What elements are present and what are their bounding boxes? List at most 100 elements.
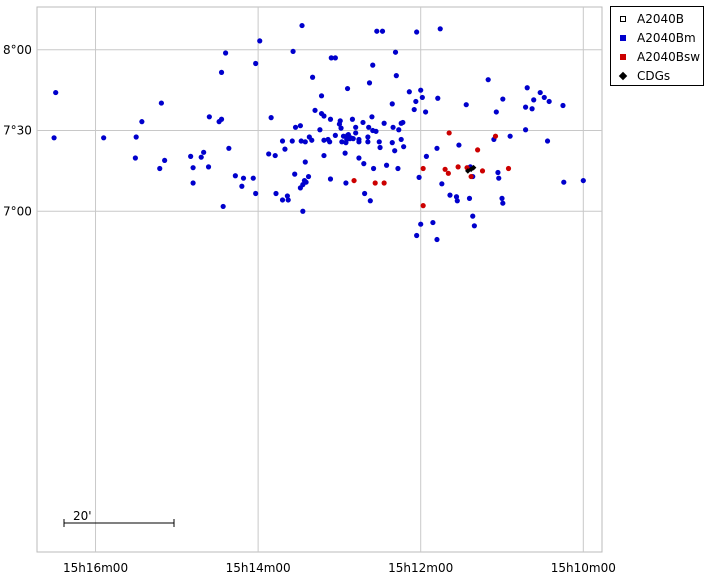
- data-point-a2040bm: [232, 173, 238, 179]
- y-tick-label: 7°00: [3, 204, 32, 218]
- data-point-a2040bm: [390, 124, 396, 130]
- data-point-a2040bsw: [351, 177, 357, 184]
- y-tick-label: 7°30: [3, 124, 32, 138]
- data-point-a2040bm: [454, 198, 460, 204]
- data-point-a2040bm: [522, 127, 529, 133]
- data-point-a2040bm: [447, 192, 453, 198]
- data-point-a2040bm: [470, 213, 476, 219]
- data-point-a2040bm: [418, 221, 424, 227]
- data-point-a2040bm: [383, 162, 390, 168]
- data-point-a2040bm: [541, 94, 547, 101]
- data-point-a2040bm: [282, 146, 288, 152]
- data-point-a2040bm: [414, 29, 420, 35]
- data-point-a2040bm: [240, 175, 247, 181]
- data-point-a2040bsw: [455, 164, 461, 170]
- data-point-a2040bm: [366, 124, 372, 130]
- open-square-icon: [620, 16, 626, 22]
- data-point-a2040bsw: [475, 147, 481, 153]
- data-point-a2040bm: [365, 139, 371, 145]
- legend-item: A2040Bsw: [611, 48, 703, 66]
- data-point-a2040bm: [580, 177, 586, 184]
- legend: A2040B A2040Bm A2040Bsw CDGs: [610, 6, 704, 86]
- data-point-a2040bm: [370, 165, 377, 172]
- data-point-a2040bm: [279, 197, 286, 203]
- data-point-a2040bm: [353, 124, 359, 130]
- data-point-a2040bsw: [420, 165, 426, 172]
- data-point-a2040bm: [327, 116, 334, 122]
- data-point-a2040bm: [466, 195, 473, 201]
- data-point-a2040bm: [381, 120, 387, 126]
- data-point-a2040bm: [289, 138, 295, 144]
- data-point-a2040bm: [422, 109, 429, 115]
- data-point-a2040bm: [300, 208, 306, 214]
- data-point-a2040bm: [325, 136, 331, 143]
- data-point-a2040bm: [302, 139, 308, 145]
- data-point-a2040bm: [206, 114, 212, 120]
- data-point-a2040bm: [198, 154, 204, 160]
- data-point-a2040bm: [423, 153, 430, 159]
- data-point-a2040bm: [356, 139, 362, 145]
- data-point-a2040bm: [344, 132, 351, 138]
- data-point-a2040bm: [453, 194, 460, 200]
- y-tick-label: 8°00: [3, 43, 32, 57]
- data-point-a2040bm: [401, 144, 407, 150]
- data-point-a2040bm: [343, 180, 349, 186]
- data-point-a2040bm: [250, 175, 256, 181]
- data-point-a2040bm: [268, 115, 274, 121]
- data-point-a2040bm: [317, 127, 323, 133]
- data-point-a2040bm: [309, 137, 315, 143]
- data-point-a2040bm: [356, 155, 362, 161]
- data-point-a2040bm: [529, 106, 535, 112]
- data-point-a2040bm: [370, 62, 376, 68]
- legend-label: A2040Bsw: [637, 50, 701, 64]
- diamond-icon: [618, 71, 628, 81]
- legend-label: A2040Bm: [637, 31, 696, 45]
- data-point-a2040bm: [188, 153, 194, 159]
- data-point-a2040bm: [418, 87, 424, 93]
- data-point-a2040bm: [226, 145, 232, 151]
- data-point-a2040bm: [495, 169, 501, 176]
- data-point-a2040bm: [360, 119, 366, 126]
- data-point-a2040bm: [471, 223, 477, 229]
- data-point-a2040bsw: [381, 180, 387, 186]
- data-point-a2040bsw: [492, 133, 499, 139]
- data-point-a2040bm: [284, 193, 290, 199]
- data-point-a2040bm: [302, 159, 308, 165]
- data-point-a2040bm: [419, 94, 425, 101]
- y-tick-labels: 8°00 7°30 7°00: [3, 43, 32, 218]
- data-point-a2040bm: [373, 128, 379, 134]
- data-point-a2040bm: [139, 119, 145, 125]
- data-point-a2040bm: [485, 77, 491, 83]
- blue-square-icon: [620, 35, 626, 41]
- data-point-a2040bm: [413, 98, 419, 105]
- data-point-a2040bm: [299, 22, 305, 29]
- data-point-a2040bm: [253, 60, 259, 67]
- data-point-a2040bm: [500, 96, 506, 102]
- scale-bar-label: 20': [73, 509, 92, 523]
- data-point-a2040bm: [279, 138, 286, 144]
- data-point-a2040bm: [132, 155, 138, 161]
- data-point-a2040bm: [339, 139, 345, 145]
- data-point-a2040bm: [218, 69, 225, 75]
- x-tick-label: 15h16m00: [63, 561, 128, 575]
- data-point-a2040bm: [507, 133, 513, 139]
- legend-item: CDGs: [611, 67, 703, 85]
- data-point-a2040bm: [253, 190, 259, 197]
- data-point-a2040bm: [377, 144, 383, 151]
- data-point-a2040bm: [312, 107, 318, 113]
- data-point-a2040bm: [297, 185, 303, 191]
- data-point-a2040bm: [272, 152, 278, 159]
- data-point-a2040bm: [344, 136, 350, 143]
- data-point-a2040bm: [389, 140, 395, 146]
- data-point-cdg: [470, 164, 477, 171]
- data-point-a2040bsw: [420, 203, 426, 209]
- data-point-a2040bm: [374, 28, 380, 34]
- x-tick-label: 15h14m00: [226, 561, 291, 575]
- data-point-a2040bm: [318, 110, 325, 117]
- data-point-a2040bm: [524, 85, 530, 91]
- data-point-a2040bm: [546, 98, 552, 105]
- data-point-a2040bm: [342, 150, 348, 156]
- data-point-a2040bsw: [505, 165, 512, 172]
- data-point-a2040bm: [392, 49, 399, 55]
- data-point-a2040bm: [496, 175, 502, 181]
